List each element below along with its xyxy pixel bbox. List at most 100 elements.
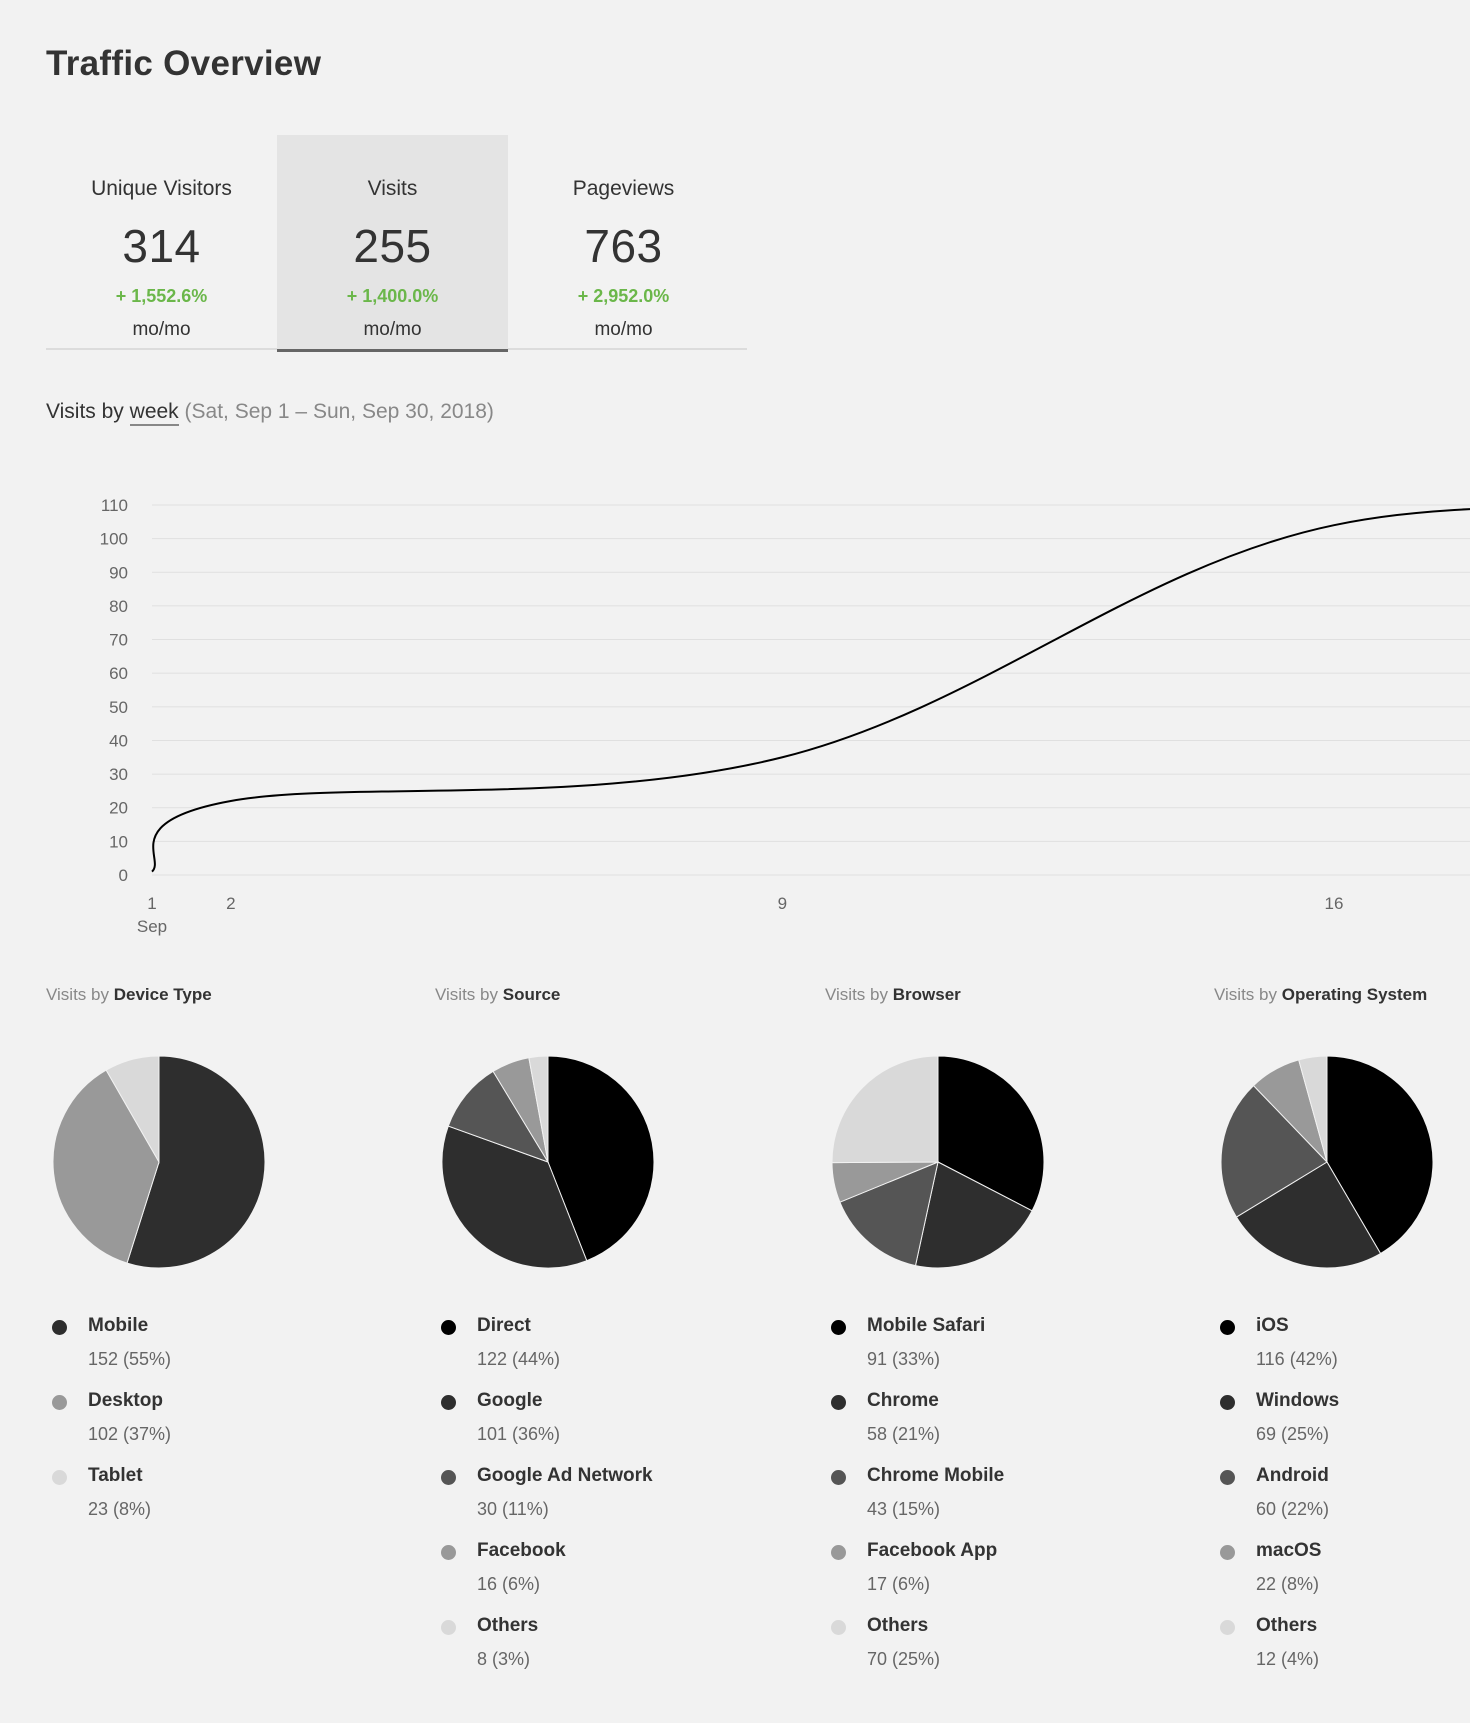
metric-change: + 2,952.0% bbox=[577, 286, 670, 306]
legend-dot-icon bbox=[441, 1470, 456, 1485]
metric-change: + 1,552.6% bbox=[115, 286, 208, 306]
pie-slice bbox=[1220, 1084, 1328, 1218]
visits-chart-prefix: Visits by bbox=[46, 400, 124, 423]
y-tick-label: 10 bbox=[109, 832, 128, 851]
legend-value: 58 (21%) bbox=[867, 1424, 941, 1444]
legend-item: Chrome 58 (21%) bbox=[831, 1390, 1151, 1465]
legend-item: Others 70 (25%) bbox=[831, 1615, 1151, 1690]
metric-tab-unique-visitors[interactable]: Unique Visitors 314 + 1,552.6% mo/mo bbox=[46, 135, 277, 350]
legend-dot-icon bbox=[1220, 1320, 1235, 1335]
legend-value: 101 (36%) bbox=[477, 1424, 561, 1444]
legend-item: Mobile Safari 91 (33%) bbox=[831, 1315, 1151, 1390]
legend-dot-icon bbox=[1220, 1395, 1235, 1410]
breakdown-operating-system: Visits by Operating System iOS 116 (42%) W… bbox=[1214, 985, 1470, 1669]
legend-dot-icon bbox=[441, 1545, 456, 1560]
legend-value: 17 (6%) bbox=[867, 1574, 931, 1594]
legend-value: 116 (42%) bbox=[1256, 1349, 1338, 1369]
breakdown-title: Visits by Operating System bbox=[1214, 985, 1470, 1005]
legend-dot-icon bbox=[831, 1545, 846, 1560]
metric-period: mo/mo bbox=[132, 319, 191, 340]
metric-label: Visits bbox=[367, 177, 418, 200]
legend-item: Direct 122 (44%) bbox=[441, 1315, 761, 1390]
legend-label: Facebook bbox=[477, 1540, 566, 1561]
legend-item: Android 60 (22%) bbox=[1220, 1465, 1470, 1540]
legend-item: Windows 69 (25%) bbox=[1220, 1390, 1470, 1465]
y-tick-label: 80 bbox=[109, 597, 128, 616]
pie-slice bbox=[52, 1069, 160, 1264]
legend-dot-icon bbox=[52, 1320, 67, 1335]
pie-slice bbox=[1326, 1055, 1434, 1255]
y-tick-label: 90 bbox=[109, 563, 128, 582]
pie-slice bbox=[1298, 1055, 1328, 1163]
legend-item: Desktop 102 (37%) bbox=[52, 1390, 372, 1465]
metric-tab-visits[interactable]: Visits 255 + 1,400.0% mo/mo bbox=[277, 135, 508, 352]
legend-value: 30 (11%) bbox=[477, 1499, 549, 1519]
x-tick-sublabel: Sep bbox=[137, 917, 167, 936]
legend-label: Windows bbox=[1256, 1390, 1340, 1411]
pie-slice bbox=[126, 1055, 266, 1269]
operating-system-pie bbox=[1220, 1055, 1434, 1269]
pie-slice bbox=[447, 1070, 550, 1163]
legend-item: Tablet 23 (8%) bbox=[52, 1465, 372, 1540]
x-tick-label: 16 bbox=[1325, 894, 1344, 913]
x-tick-label: 2 bbox=[226, 894, 235, 913]
pie-slice bbox=[105, 1055, 160, 1164]
legend-dot-icon bbox=[831, 1620, 846, 1635]
breakdown-source: Visits by Source Direct 122 (44%) Google 10… bbox=[435, 985, 765, 1669]
legend-value: 60 (22%) bbox=[1256, 1499, 1330, 1519]
legend-label: Google bbox=[477, 1390, 543, 1411]
pie-slice bbox=[839, 1161, 939, 1267]
breakdown-title: Visits by Browser bbox=[825, 985, 1155, 1005]
legend-dot-icon bbox=[52, 1470, 67, 1485]
legend-label: Direct bbox=[477, 1315, 531, 1336]
legend-dot-icon bbox=[441, 1620, 456, 1635]
source-pie bbox=[441, 1055, 655, 1269]
legend-value: 122 (44%) bbox=[477, 1349, 561, 1369]
legend-dot-icon bbox=[831, 1320, 846, 1335]
visits-chart-heading: Visits by week (Sat, Sep 1 – Sun, Sep 30… bbox=[46, 400, 494, 426]
metric-tab-pageviews[interactable]: Pageviews 763 + 2,952.0% mo/mo bbox=[508, 135, 739, 350]
legend-value: 102 (37%) bbox=[88, 1424, 172, 1444]
legend-label: Others bbox=[867, 1615, 929, 1636]
legend-label: Mobile bbox=[88, 1315, 149, 1336]
breakdown-browser: Visits by Browser Mobile Safari 91 (33%) C… bbox=[825, 985, 1155, 1669]
y-tick-label: 60 bbox=[109, 664, 128, 683]
breakdown-title: Visits by Device Type bbox=[46, 985, 376, 1005]
breakdown-title-dimension: Browser bbox=[892, 985, 961, 1004]
pie-slice bbox=[914, 1161, 1033, 1269]
legend-label: Chrome Mobile bbox=[867, 1465, 1005, 1486]
period-selector[interactable]: week bbox=[129, 400, 179, 426]
legend-value: 152 (55%) bbox=[88, 1349, 172, 1369]
legend-dot-icon bbox=[441, 1320, 456, 1335]
legend-value: 22 (8%) bbox=[1256, 1574, 1320, 1594]
legend-dot-icon bbox=[441, 1395, 456, 1410]
breakdown-title-prefix: Visits by bbox=[1214, 985, 1277, 1004]
legend-item: Facebook 16 (6%) bbox=[441, 1540, 761, 1615]
metric-period: mo/mo bbox=[363, 319, 422, 340]
metric-value: 255 bbox=[353, 220, 432, 272]
legend-dot-icon bbox=[831, 1395, 846, 1410]
y-tick-label: 40 bbox=[109, 731, 128, 750]
operating-system-legend: iOS 116 (42%) Windows 69 (25%) Android 60 (22… bbox=[1220, 1315, 1470, 1690]
metric-value: 314 bbox=[122, 220, 201, 272]
legend-label: Mobile Safari bbox=[867, 1315, 986, 1336]
pie-slice bbox=[547, 1055, 655, 1262]
browser-pie bbox=[831, 1055, 1045, 1269]
legend-item: iOS 116 (42%) bbox=[1220, 1315, 1470, 1390]
legend-dot-icon bbox=[1220, 1470, 1235, 1485]
breakdown-device-type: Visits by Device Type Mobile 152 (55%) Des… bbox=[46, 985, 376, 1519]
pie-slice bbox=[831, 1055, 939, 1164]
legend-label: macOS bbox=[1256, 1540, 1322, 1561]
legend-label: iOS bbox=[1256, 1315, 1289, 1336]
legend-label: Android bbox=[1256, 1465, 1329, 1486]
legend-item: macOS 22 (8%) bbox=[1220, 1540, 1470, 1615]
legend-dot-icon bbox=[1220, 1545, 1235, 1560]
legend-item: Chrome Mobile 43 (15%) bbox=[831, 1465, 1151, 1540]
browser-legend: Mobile Safari 91 (33%) Chrome 58 (21%) Chrom… bbox=[831, 1315, 1151, 1690]
legend-value: 23 (8%) bbox=[88, 1499, 152, 1519]
pie-slice bbox=[528, 1055, 549, 1163]
y-tick-label: 20 bbox=[109, 799, 128, 818]
legend-item: Others 12 (4%) bbox=[1220, 1615, 1470, 1690]
legend-value: 91 (33%) bbox=[867, 1349, 941, 1369]
pie-slice bbox=[937, 1055, 1045, 1212]
